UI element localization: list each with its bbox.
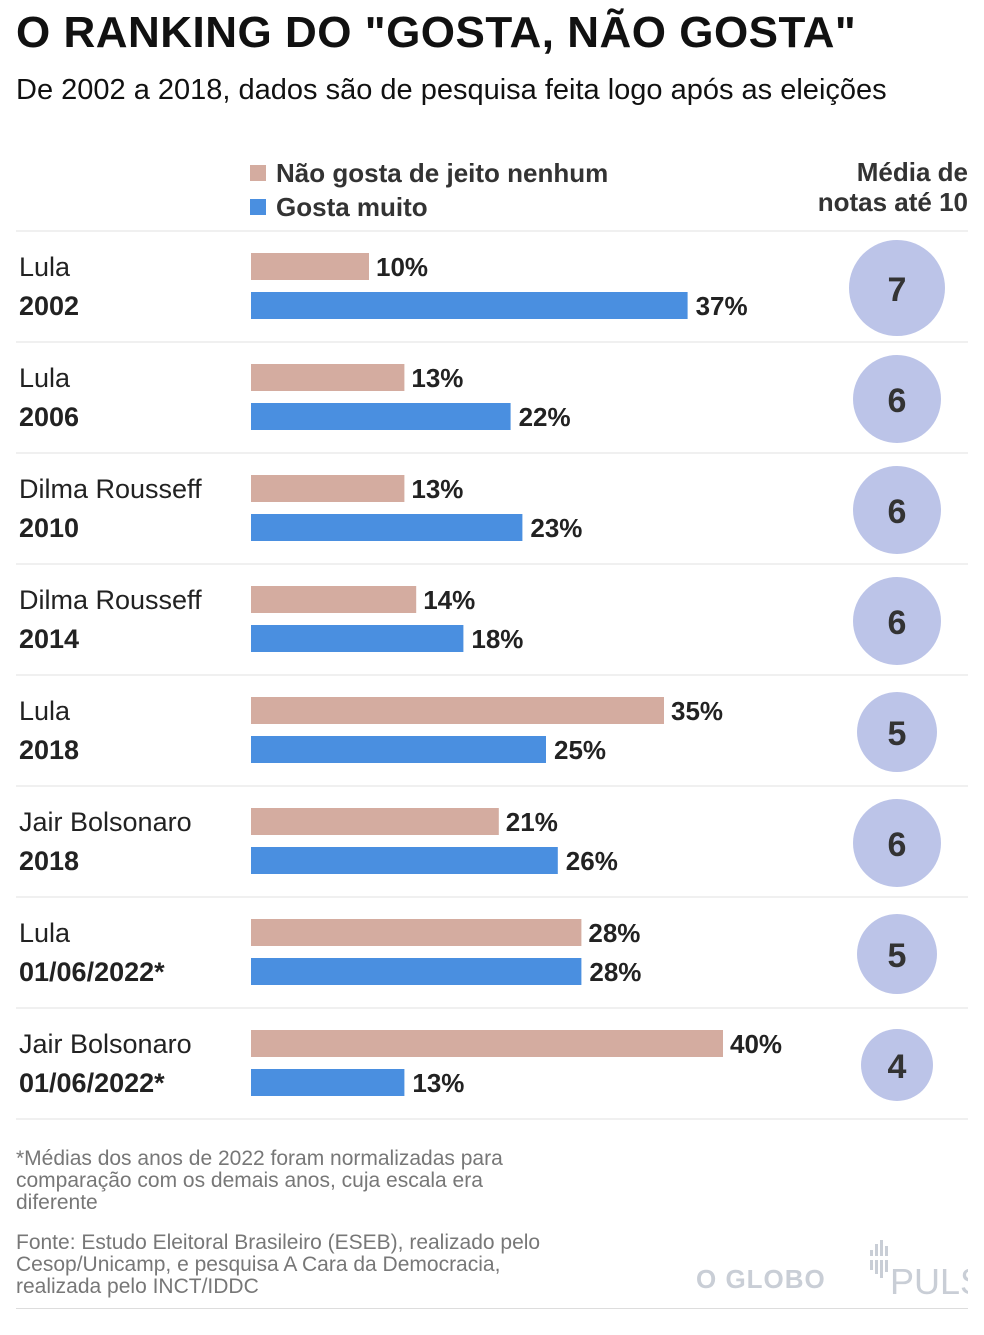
footnote: *Médias dos anos de 2022 foram normaliza… <box>16 1147 503 1214</box>
bar-like <box>251 403 511 430</box>
average-score: 5 <box>888 715 907 753</box>
legend-label-dislike: Não gosta de jeito nenhum <box>276 157 609 188</box>
row-year: 2018 <box>19 846 79 876</box>
bar-like-label: 13% <box>412 1068 464 1098</box>
row-year: 2010 <box>19 513 79 543</box>
bar-dislike-label: 21% <box>506 807 558 837</box>
bar-dislike-label: 28% <box>588 918 640 948</box>
bar-like <box>251 514 523 541</box>
bar-like-label: 22% <box>519 402 571 432</box>
bar-dislike <box>251 808 499 835</box>
bar-like <box>251 958 582 985</box>
average-circle <box>861 1029 933 1101</box>
source-note: Fonte: Estudo Eleitoral Brasileiro (ESEB… <box>16 1231 541 1298</box>
row-candidate-name: Lula <box>19 252 71 282</box>
average-score: 6 <box>888 493 907 531</box>
row-year: 2006 <box>19 402 79 432</box>
bar-dislike <box>251 586 417 613</box>
pulso-logo-text: PULSO <box>890 1261 968 1300</box>
average-circle <box>853 466 941 554</box>
legend-item-like: Gosta muito <box>250 190 608 224</box>
legend-label-like: Gosta muito <box>276 191 428 222</box>
row-candidate-name: Jair Bolsonaro <box>19 1029 192 1059</box>
average-score: 5 <box>888 937 907 975</box>
average-circle <box>853 577 941 665</box>
row-year: 2014 <box>19 624 79 654</box>
bar-dislike <box>251 364 405 391</box>
legend-swatch-like <box>250 199 266 215</box>
bar-like <box>251 847 558 874</box>
average-header-line1: Média de <box>856 157 968 187</box>
row-candidate-name: Lula <box>19 918 71 948</box>
bottom-divider <box>16 1308 968 1309</box>
average-score: 6 <box>888 382 907 420</box>
row-year: 2002 <box>19 291 79 321</box>
bar-dislike <box>251 1030 723 1057</box>
average-circle <box>853 799 941 887</box>
legend-item-dislike: Não gosta de jeito nenhum <box>250 156 608 190</box>
bar-like-label: 25% <box>554 735 606 765</box>
bar-like-label: 23% <box>530 513 582 543</box>
row-year: 01/06/2022* <box>19 957 165 987</box>
pulso-logo: PULSO <box>870 1240 968 1300</box>
bar-chart: Lula 2002 10% 37% 7 Lula 2006 13% 22% 6 Dilma Rous… <box>16 230 968 1120</box>
bar-like-label: 18% <box>471 624 523 654</box>
average-column-header: Média de notas até 10 <box>768 157 968 217</box>
chart-subtitle: De 2002 a 2018, dados são de pesquisa fe… <box>16 74 887 106</box>
row-year: 2018 <box>19 735 79 765</box>
average-score: 6 <box>888 604 907 642</box>
bar-dislike-label: 13% <box>411 474 463 504</box>
bar-like-label: 26% <box>566 846 618 876</box>
bar-dislike-label: 40% <box>730 1029 782 1059</box>
chart-title: O RANKING DO "GOSTA, NÃO GOSTA" <box>16 8 857 57</box>
row-candidate-name: Dilma Rousseff <box>19 474 202 504</box>
bar-dislike-label: 14% <box>423 585 475 615</box>
bar-like <box>251 625 464 652</box>
bar-like-label: 28% <box>589 957 641 987</box>
average-circle <box>849 240 945 336</box>
average-score: 6 <box>888 826 907 864</box>
bar-dislike <box>251 919 582 946</box>
bar-dislike <box>251 475 405 502</box>
bar-like <box>251 292 688 319</box>
bar-dislike-label: 13% <box>411 363 463 393</box>
legend: Não gosta de jeito nenhum Gosta muito <box>250 156 608 224</box>
bar-like <box>251 736 546 763</box>
o-globo-logo: O GLOBO <box>696 1264 826 1294</box>
legend-swatch-dislike <box>250 165 266 181</box>
bar-like-label: 37% <box>696 291 748 321</box>
bar-dislike-label: 35% <box>671 696 723 726</box>
bar-dislike <box>251 253 369 280</box>
row-candidate-name: Lula <box>19 363 71 393</box>
row-candidate-name: Dilma Rousseff <box>19 585 202 615</box>
row-candidate-name: Lula <box>19 696 71 726</box>
average-circle <box>857 692 937 772</box>
bar-like <box>251 1069 405 1096</box>
row-candidate-name: Jair Bolsonaro <box>19 807 192 837</box>
bar-dislike <box>251 697 664 724</box>
average-score: 4 <box>888 1048 907 1086</box>
row-year: 01/06/2022* <box>19 1068 165 1098</box>
average-header-line2: notas até 10 <box>817 187 968 217</box>
average-circle <box>853 355 941 443</box>
average-circle <box>857 914 937 994</box>
average-score: 7 <box>888 271 907 309</box>
bar-dislike-label: 10% <box>376 252 428 282</box>
